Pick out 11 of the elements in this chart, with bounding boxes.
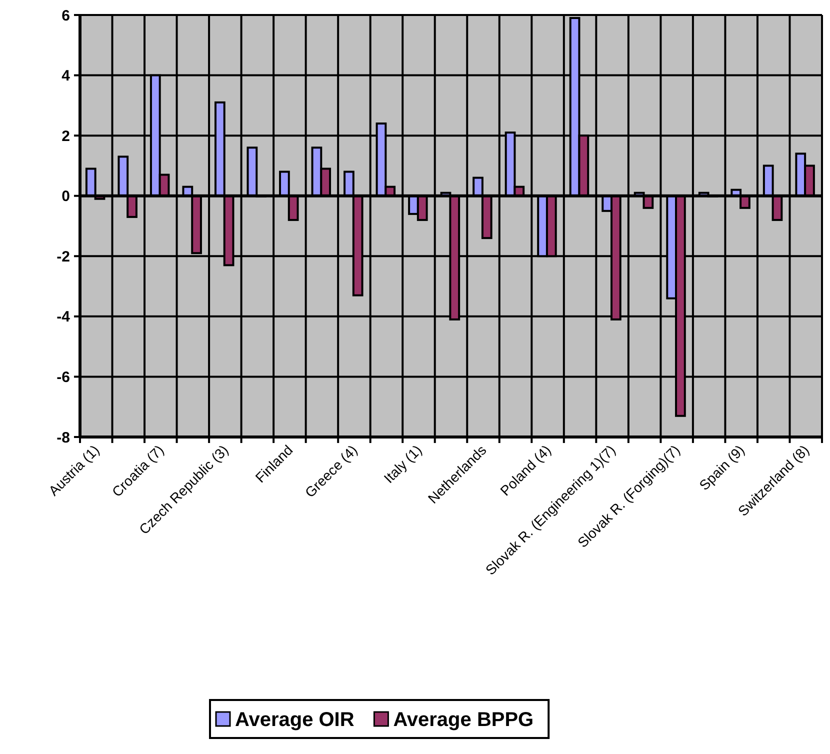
x-tick-label: Italy (1) xyxy=(380,442,425,486)
y-tick-label: 4 xyxy=(62,68,71,85)
y-tick-label: 2 xyxy=(62,128,70,145)
y-tick-label: -8 xyxy=(56,429,70,446)
legend-label: Average OIR xyxy=(235,709,355,731)
legend-label: Average BPPG xyxy=(393,709,534,731)
y-tick-label: -6 xyxy=(56,368,70,386)
y-tick-label: 6 xyxy=(62,7,70,24)
y-tick-label: 0 xyxy=(62,188,70,206)
y-tick-label: -4 xyxy=(56,308,71,326)
y-tick-label: -2 xyxy=(56,248,70,266)
